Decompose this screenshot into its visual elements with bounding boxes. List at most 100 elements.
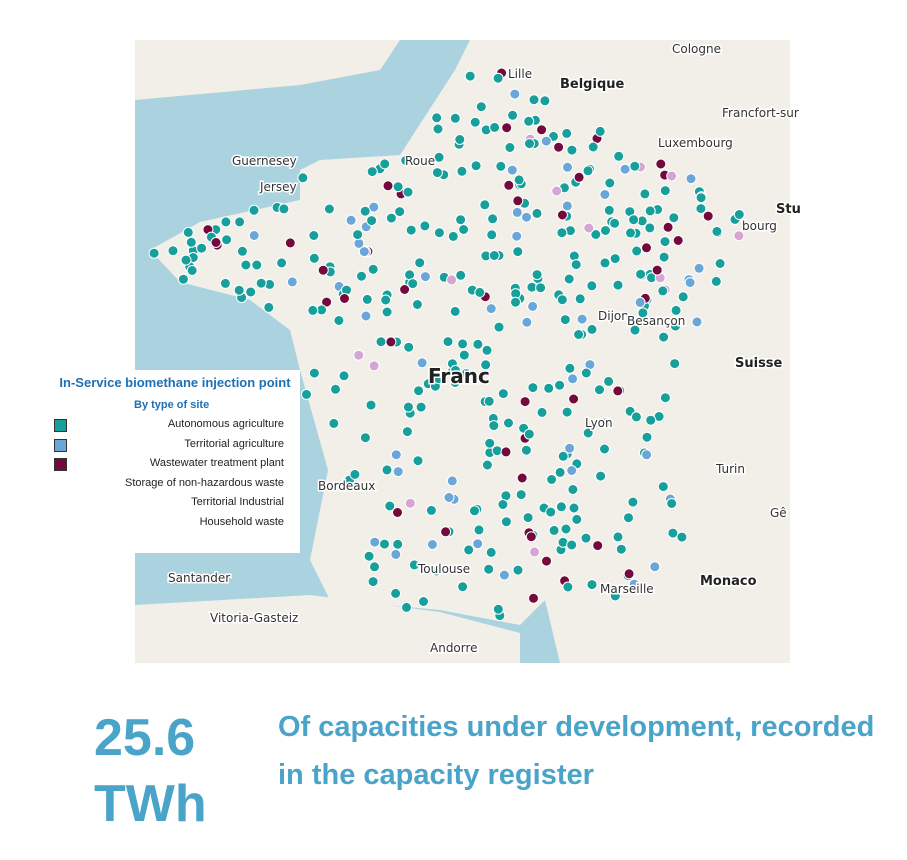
site-dot: [564, 442, 576, 454]
place-label: Bordeaux: [318, 479, 375, 493]
site-dot: [488, 250, 500, 261]
site-dot: [381, 464, 393, 476]
site-dot: [666, 498, 678, 509]
site-dot: [457, 338, 469, 350]
site-dot: [504, 142, 516, 153]
stat-unit: TWh: [94, 775, 207, 833]
site-dot: [668, 212, 680, 224]
place-label: Santander: [168, 571, 230, 585]
site-dot: [500, 446, 512, 458]
site-dot: [628, 214, 640, 226]
place-label: Jersey: [259, 180, 297, 194]
site-dot: [560, 523, 572, 535]
legend-label: Autonomous agriculture: [167, 418, 284, 430]
site-dot: [255, 277, 267, 289]
site-dot: [401, 601, 412, 613]
site-dot: [408, 559, 420, 571]
site-dot: [442, 336, 454, 348]
site-dot: [619, 163, 631, 175]
site-dot: [498, 569, 510, 581]
site-dot: [525, 531, 537, 543]
site-dot: [691, 316, 703, 328]
site-dot: [345, 214, 357, 226]
site-dot: [612, 531, 624, 543]
site-dot: [278, 203, 290, 215]
site-dot: [367, 576, 379, 588]
site-dot: [556, 209, 568, 221]
site-dot: [710, 275, 722, 287]
site-dot: [487, 213, 499, 225]
site-dot: [539, 95, 551, 107]
site-dot: [401, 426, 413, 438]
site-dot: [658, 331, 670, 343]
site-dot: [573, 171, 585, 183]
place-label: Roue: [405, 154, 435, 168]
site-dot: [390, 449, 402, 461]
site-dot: [528, 94, 540, 106]
site-dot: [481, 344, 493, 356]
site-dot: [433, 227, 445, 239]
site-dot: [443, 492, 455, 503]
site-dot: [535, 282, 547, 294]
site-dot: [545, 506, 557, 518]
site-dot: [566, 465, 578, 476]
place-label: Franc: [428, 364, 490, 388]
site-dot: [338, 370, 350, 382]
site-dot: [634, 296, 646, 308]
site-dot: [245, 286, 257, 298]
site-dot: [472, 338, 484, 350]
site-dot: [384, 500, 396, 512]
site-dot: [553, 141, 565, 153]
site-dot: [485, 546, 497, 558]
site-dot: [733, 209, 745, 220]
site-dot: [167, 245, 179, 257]
site-dot: [308, 367, 320, 379]
site-dot: [515, 489, 527, 501]
site-dot: [449, 305, 461, 317]
site-dot: [392, 538, 404, 550]
site-dot: [669, 358, 681, 370]
site-dot: [413, 385, 425, 397]
site-dot: [590, 229, 602, 240]
site-dot: [431, 167, 443, 179]
site-dot: [672, 235, 684, 246]
site-dot: [574, 293, 586, 305]
site-dot: [645, 414, 657, 426]
site-dot: [454, 134, 466, 145]
site-dot: [609, 217, 621, 229]
site-dot: [369, 561, 380, 573]
site-dot: [600, 225, 611, 236]
site-dot: [457, 581, 469, 593]
site-dot: [359, 432, 371, 444]
site-dot: [670, 320, 681, 332]
site-dot: [392, 181, 404, 193]
site-dot: [308, 252, 320, 264]
site-dot: [251, 259, 263, 271]
site-dot: [666, 170, 678, 182]
place-label: Monaco: [700, 574, 757, 589]
site-dot: [512, 564, 524, 576]
site-dot: [492, 72, 504, 84]
site-dot: [568, 502, 580, 514]
site-dot: [563, 273, 575, 285]
site-dot: [369, 536, 381, 548]
site-dot: [473, 524, 485, 536]
site-dot: [630, 411, 642, 423]
site-dot: [659, 392, 671, 404]
site-dot: [582, 165, 594, 177]
site-dot: [321, 296, 333, 308]
site-dot: [492, 603, 504, 615]
site-dot: [513, 174, 525, 186]
place-label: Lille: [508, 67, 532, 81]
site-dot: [418, 596, 429, 607]
site-dot: [479, 199, 491, 211]
site-dot: [628, 578, 640, 590]
site-dot: [308, 230, 320, 241]
site-dot: [609, 253, 621, 265]
site-dot: [380, 294, 392, 306]
legend-label: Territorial agriculture: [184, 437, 284, 450]
site-dot: [286, 276, 298, 288]
place-label: Guernesey: [232, 154, 297, 168]
site-dot: [460, 368, 472, 380]
site-dot: [458, 224, 470, 235]
